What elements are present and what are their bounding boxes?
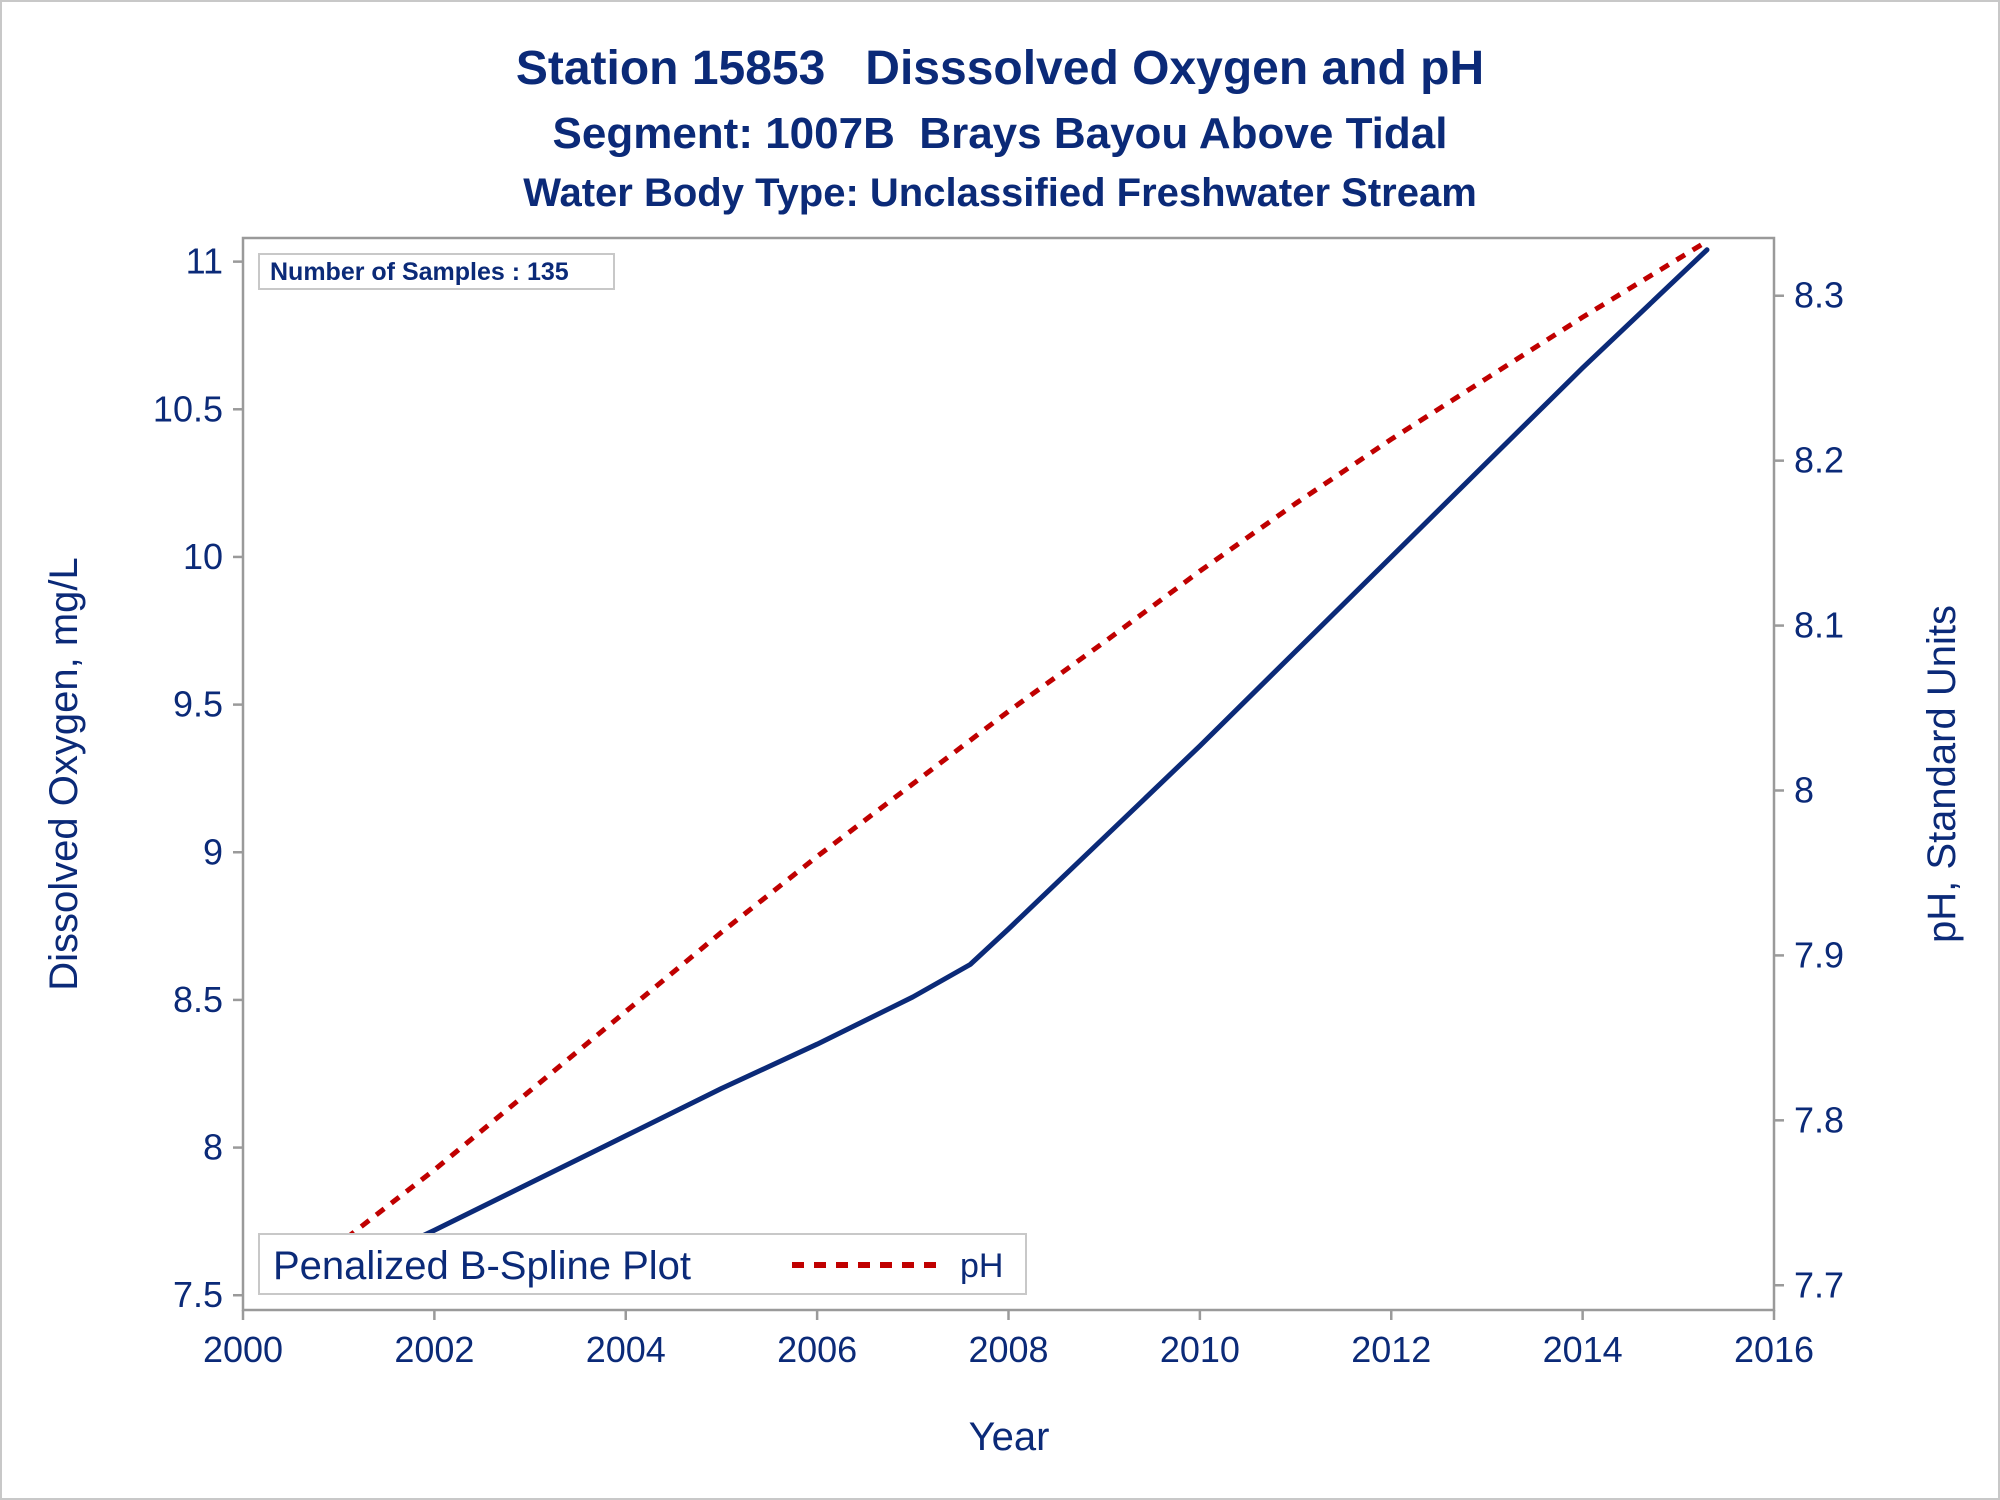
legend-ph-label: pH xyxy=(960,1247,1003,1285)
legend-box xyxy=(258,1233,1027,1295)
x-tick-label: 2008 xyxy=(968,1329,1048,1370)
y2-axis-label: pH, Standard Units xyxy=(1920,605,1964,943)
y-tick-label: 11 xyxy=(186,241,223,282)
ph-series-line xyxy=(298,239,1709,1275)
y2-tick-label: 8 xyxy=(1794,769,1814,810)
y-tick-label: 9 xyxy=(203,831,223,872)
y2-tick-label: 8.1 xyxy=(1794,605,1844,646)
x-tick-label: 2002 xyxy=(394,1329,474,1370)
y-axis: 7.5 8 8.5 9 9.5 10 10.5 11 xyxy=(153,241,243,1315)
series-layer xyxy=(298,239,1710,1292)
y-tick-label: 8.5 xyxy=(173,979,223,1020)
x-axis: 2000 2002 2004 2006 2008 2010 2012 2014 2016 xyxy=(203,1310,1814,1370)
legend-title: Penalized B-Spline Plot xyxy=(273,1244,691,1288)
x-tick-label: 2000 xyxy=(203,1329,283,1370)
x-tick-label: 2012 xyxy=(1351,1329,1431,1370)
x-tick-label: 2010 xyxy=(1160,1329,1240,1370)
y-tick-label: 10 xyxy=(183,536,223,577)
x-tick-label: 2006 xyxy=(777,1329,857,1370)
y-tick-label: 9.5 xyxy=(173,684,223,725)
chart-subtitle-2: Water Body Type: Unclassified Freshwater… xyxy=(523,171,1477,215)
x-tick-label: 2014 xyxy=(1543,1329,1623,1370)
y2-tick-label: 7.8 xyxy=(1794,1099,1844,1140)
annotation-box xyxy=(258,253,615,290)
chart-subtitle: Segment: 1007B Brays Bayou Above Tidal xyxy=(553,109,1448,158)
y-tick-label: 8 xyxy=(203,1127,223,1168)
legend: Penalized B-Spline Plot pH xyxy=(258,1233,1027,1295)
x-axis-label: Year xyxy=(969,1415,1050,1459)
y2-tick-label: 8.2 xyxy=(1794,440,1844,481)
y-tick-label: 10.5 xyxy=(153,388,223,429)
chart-title: Station 15853 Disssolved Oxygen and pH xyxy=(516,42,1484,95)
y2-tick-label: 7.7 xyxy=(1794,1264,1844,1305)
dissolved-oxygen-series-line xyxy=(307,247,1710,1292)
x-tick-label: 2016 xyxy=(1734,1329,1814,1370)
plot-area xyxy=(241,236,1776,1312)
y2-axis: 7.7 7.8 7.9 8 8.1 8.2 8.3 xyxy=(1774,275,1844,1305)
annotation-text: Number of Samples : 135 xyxy=(270,258,569,286)
sample-count-annotation: Number of Samples : 135 xyxy=(258,253,615,290)
y-tick-label: 7.5 xyxy=(173,1274,223,1315)
y2-tick-label: 8.3 xyxy=(1794,275,1844,316)
x-tick-label: 2004 xyxy=(586,1329,666,1370)
y-axis-label: Dissolved Oxygen, mg/L xyxy=(42,557,86,991)
y2-tick-label: 7.9 xyxy=(1794,934,1844,975)
